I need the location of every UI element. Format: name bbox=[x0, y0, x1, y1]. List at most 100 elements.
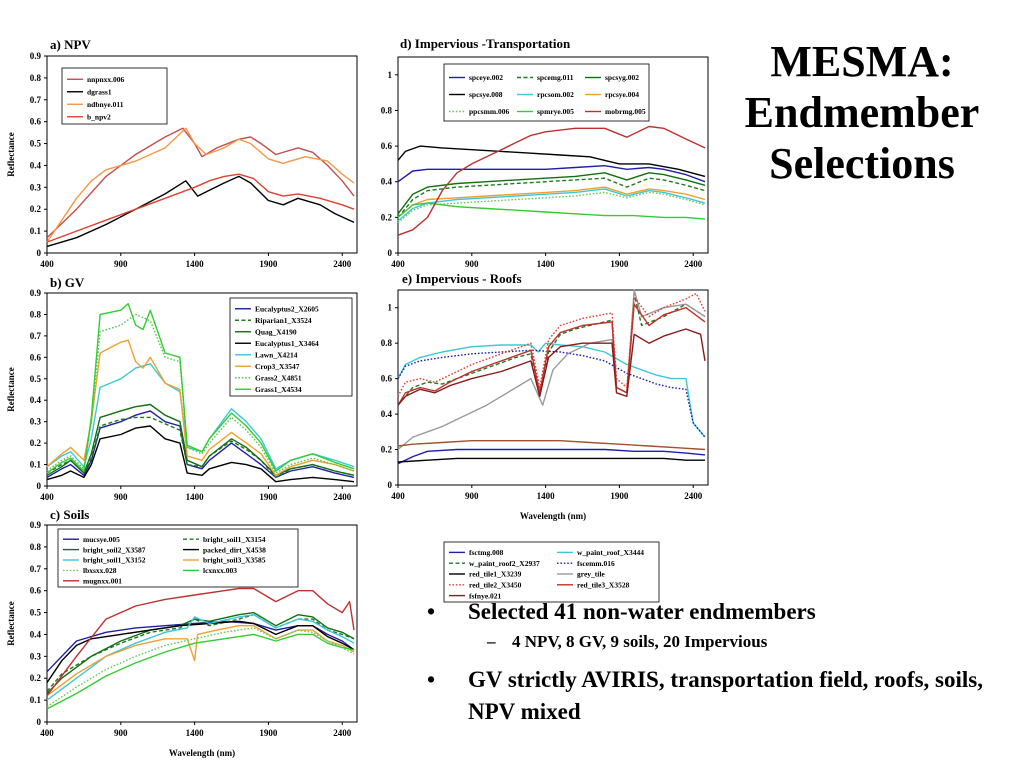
legend-label: ndbnye.011 bbox=[87, 100, 124, 109]
legend-label: fsctmg.008 bbox=[469, 548, 504, 557]
legend-label: bright_soil3_X3585 bbox=[203, 556, 266, 565]
legend-label: lbxsxx.028 bbox=[83, 566, 117, 575]
legend-label: fsfnye.021 bbox=[469, 591, 502, 600]
slide-title-line: Endmember bbox=[744, 88, 980, 137]
y-tick-label: 0.5 bbox=[30, 374, 42, 384]
y-tick-label: 0.2 bbox=[381, 212, 393, 222]
legend-label: dgrass1 bbox=[87, 87, 112, 96]
series-line bbox=[397, 202, 706, 220]
y-tick-label: 0.2 bbox=[30, 673, 42, 683]
series-line bbox=[46, 303, 355, 474]
series-line bbox=[397, 440, 706, 451]
legend-label: packed_dirt_X4538 bbox=[203, 545, 266, 554]
plot-frame bbox=[397, 56, 709, 254]
legend-label: ppcsmm.006 bbox=[469, 107, 509, 116]
x-tick-label: 1400 bbox=[537, 259, 556, 269]
x-tick-label: 1400 bbox=[186, 728, 205, 738]
x-tick-label: 2400 bbox=[333, 728, 352, 738]
legend-label: mugnxx.001 bbox=[83, 577, 122, 586]
y-tick-label: 0.6 bbox=[381, 374, 393, 384]
legend-box bbox=[61, 67, 168, 125]
x-tick-label: 400 bbox=[40, 259, 54, 269]
series-line bbox=[397, 303, 706, 406]
series-line bbox=[397, 145, 706, 178]
series-line bbox=[397, 172, 706, 215]
series-line bbox=[397, 186, 706, 218]
x-tick-label: 900 bbox=[114, 492, 128, 502]
series-line bbox=[46, 611, 355, 694]
plot-frame bbox=[397, 289, 709, 486]
series-line bbox=[46, 127, 355, 243]
x-tick-label: 2400 bbox=[333, 259, 352, 269]
x-tick-label: 1900 bbox=[610, 259, 629, 269]
y-tick-label: 0.5 bbox=[30, 608, 42, 618]
legend-label: spmrye.005 bbox=[537, 107, 574, 116]
legend-box bbox=[57, 528, 299, 588]
legend-label: w_paint_roof_X3444 bbox=[577, 548, 644, 557]
legend-label: rpcsye.004 bbox=[605, 90, 639, 99]
y-tick-label: 0.9 bbox=[30, 51, 42, 61]
legend-label: bright_soil1_X3154 bbox=[203, 535, 266, 544]
y-axis-label: Reflectance bbox=[6, 367, 16, 411]
series-line bbox=[397, 349, 706, 438]
slide-title-line: MESMA: bbox=[770, 37, 954, 86]
legend-label: Grass1_X4534 bbox=[255, 385, 302, 394]
series-line bbox=[46, 614, 355, 701]
series-line bbox=[46, 410, 355, 479]
legend-label: spcsye.008 bbox=[469, 90, 503, 99]
series-line bbox=[46, 403, 355, 476]
legend-label: Lawn_X4214 bbox=[255, 350, 298, 359]
legend-label: Quag_X4190 bbox=[255, 327, 297, 336]
series-line bbox=[46, 175, 355, 248]
chart-title: b) GV bbox=[50, 275, 85, 290]
y-tick-label: 0.3 bbox=[30, 182, 42, 192]
y-tick-label: 0.9 bbox=[30, 520, 42, 530]
x-axis-label: Wavelength (nm) bbox=[520, 511, 586, 521]
y-tick-label: 0.6 bbox=[30, 117, 42, 127]
legend-label: grey_tile bbox=[577, 570, 605, 579]
y-tick-label: 0.7 bbox=[30, 95, 42, 105]
y-tick-label: 0.6 bbox=[30, 586, 42, 596]
x-tick-label: 900 bbox=[114, 259, 128, 269]
series-line bbox=[46, 625, 355, 697]
legend-label: bright_soil1_X3152 bbox=[83, 556, 146, 565]
y-tick-label: 0.2 bbox=[381, 445, 393, 455]
legend-label: nnpnxx.006 bbox=[87, 75, 125, 84]
x-tick-label: 400 bbox=[40, 728, 54, 738]
bullet-text: GV strictly AVIRIS, transportation field… bbox=[468, 667, 983, 724]
y-tick-label: 0.8 bbox=[30, 542, 42, 552]
x-tick-label: 400 bbox=[391, 491, 405, 501]
legend-label: red_tile3_X3528 bbox=[577, 581, 630, 590]
legend-label: mobrmg.005 bbox=[605, 107, 646, 116]
series-line bbox=[397, 292, 706, 406]
x-tick-label: 900 bbox=[465, 491, 479, 501]
series-line bbox=[397, 164, 706, 183]
x-tick-label: 1400 bbox=[186, 492, 205, 502]
legend-label: fscemm.016 bbox=[577, 559, 615, 568]
chart-panel-c: 0 0.1 0.2 0.3 0.4 0.5 0.6 0.7 0.8 0.9 400 900 1400 19… bbox=[6, 507, 358, 758]
bullet-text: Selected 41 non-water endmembers bbox=[468, 599, 816, 624]
bullet-item: • GV strictly AVIRIS, transportation fie… bbox=[425, 664, 1020, 728]
y-tick-label: 0.8 bbox=[30, 73, 42, 83]
legend-box bbox=[443, 541, 660, 603]
series-line bbox=[46, 425, 355, 483]
x-tick-label: 400 bbox=[391, 259, 405, 269]
legend-label: mucsye.005 bbox=[83, 535, 120, 544]
y-tick-label: 0.8 bbox=[30, 309, 42, 319]
bullet-glyph: • bbox=[427, 599, 436, 624]
y-tick-label: 0.1 bbox=[30, 226, 42, 236]
y-tick-label: 0.4 bbox=[381, 409, 393, 419]
legend-label: Grass2_X4851 bbox=[255, 373, 302, 382]
chart-title: d) Impervious -Transportation bbox=[400, 36, 571, 51]
series-line bbox=[397, 448, 706, 465]
legend-label: b_npv2 bbox=[87, 112, 111, 121]
series-line bbox=[46, 620, 355, 673]
x-tick-label: 1900 bbox=[610, 491, 629, 501]
x-tick-label: 1900 bbox=[259, 492, 278, 502]
legend-label: Eucalyptus1_X3464 bbox=[255, 339, 319, 348]
legend-label: bright_soil2_X3587 bbox=[83, 545, 146, 554]
sub-bullet-item: – 4 NPV, 8 GV, 9 soils, 20 Impervious bbox=[425, 630, 1020, 654]
x-tick-label: 900 bbox=[465, 259, 479, 269]
